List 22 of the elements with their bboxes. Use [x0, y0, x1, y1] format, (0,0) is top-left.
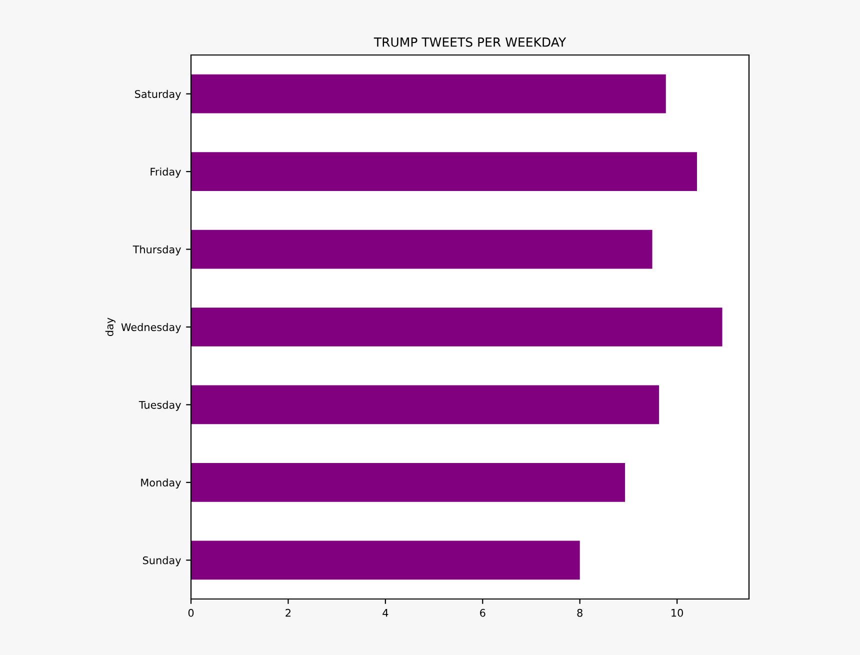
bar — [191, 230, 652, 269]
y-tick-label: Saturday — [135, 90, 181, 100]
y-tick-label: Monday — [141, 478, 181, 489]
y-tick-label: Wednesday — [121, 323, 181, 334]
x-tick-label: 10 — [672, 608, 683, 617]
y-tick-label: Sunday — [142, 556, 181, 566]
x-tick-label: 4 — [382, 609, 388, 617]
bar — [191, 463, 626, 502]
x-tick-label: 0 — [188, 608, 194, 617]
x-tick-label: 2 — [286, 608, 290, 617]
y-tick-label: Tuesday — [138, 400, 181, 411]
y-axis-title: day — [105, 318, 116, 336]
bar — [191, 74, 666, 114]
bar — [191, 308, 722, 346]
y-tick-label: Thursday — [132, 245, 181, 256]
x-tick-label: 8 — [577, 608, 582, 617]
chart-title: TRUMP TWEETS PER WEEKDAY — [374, 37, 566, 47]
bar — [191, 152, 697, 191]
bar — [191, 540, 580, 580]
x-tick-label: 6 — [480, 608, 486, 617]
bar — [191, 385, 660, 424]
y-tick-label: Friday — [150, 168, 181, 178]
